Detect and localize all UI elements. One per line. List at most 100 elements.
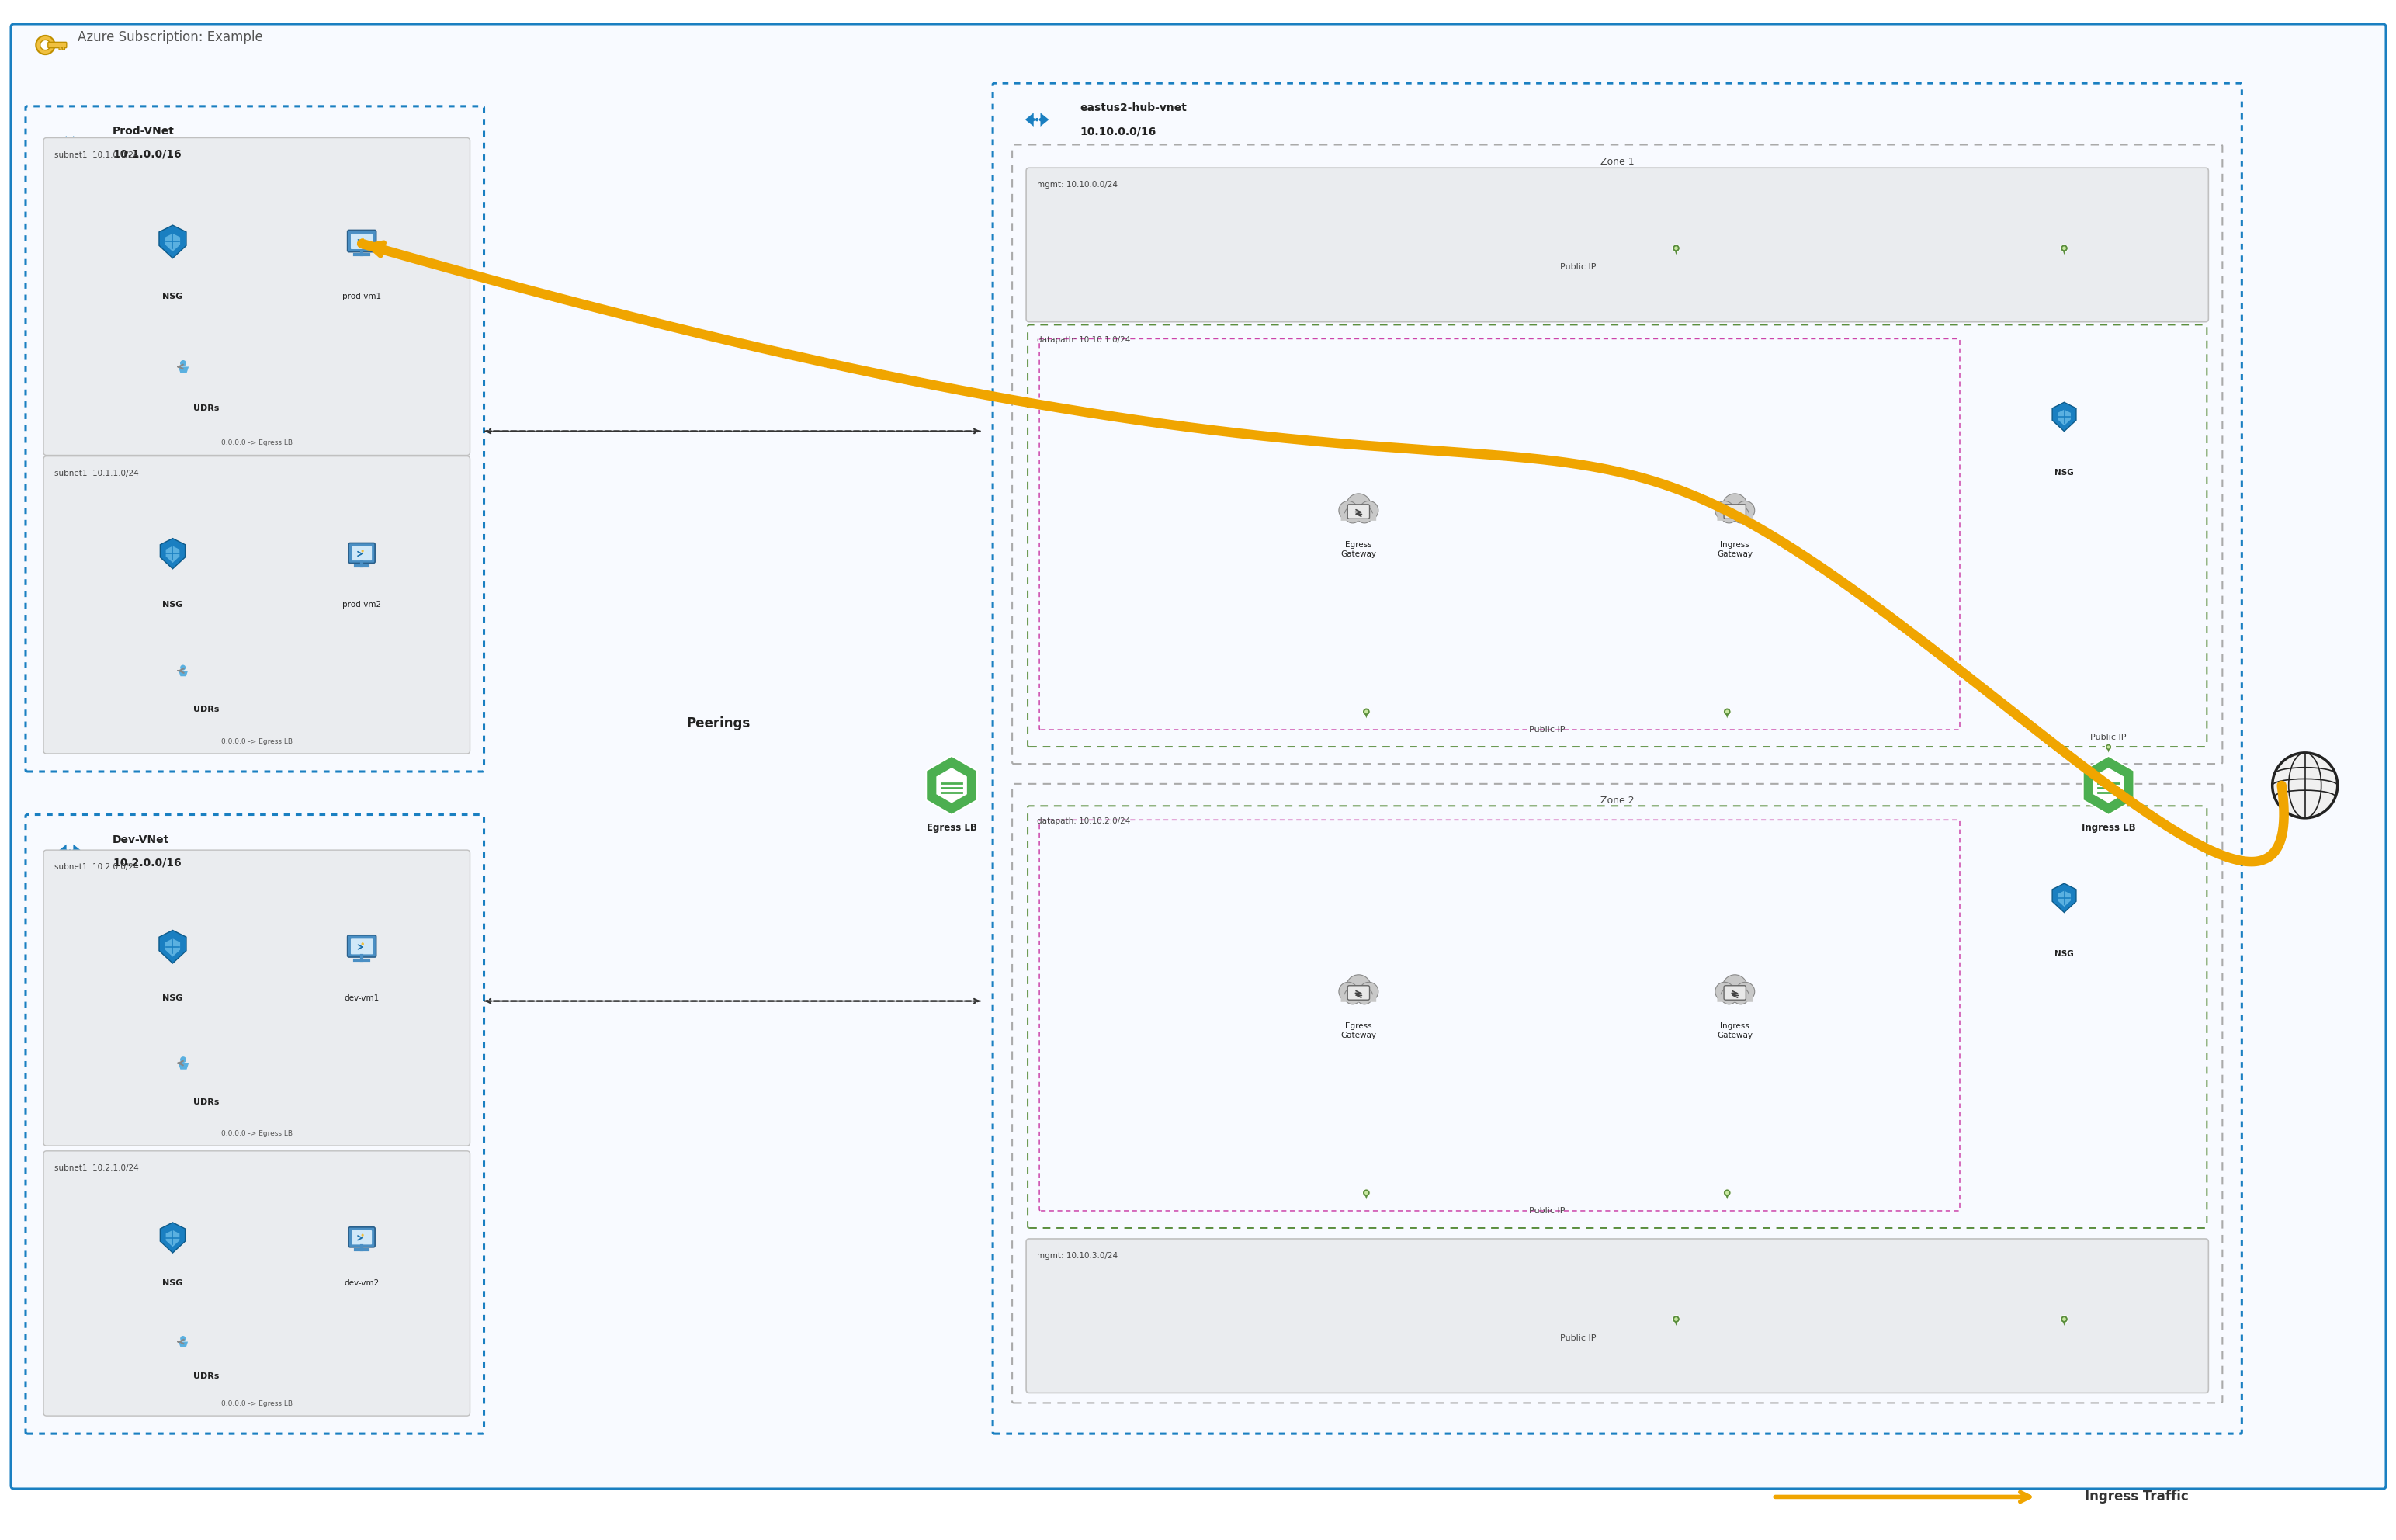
Text: subnet1  10.1.0.0/24: subnet1 10.1.0.0/24 xyxy=(55,151,139,159)
Circle shape xyxy=(1723,708,1730,716)
Circle shape xyxy=(1675,1317,1677,1321)
Circle shape xyxy=(1344,987,1361,1004)
Circle shape xyxy=(1675,246,1677,249)
Text: 10.1.0.0/16: 10.1.0.0/16 xyxy=(113,149,182,160)
Text: NSG: NSG xyxy=(163,993,182,1003)
Circle shape xyxy=(1359,501,1378,521)
Text: Zone 2: Zone 2 xyxy=(1601,796,1634,805)
Circle shape xyxy=(2061,245,2068,253)
Circle shape xyxy=(1720,987,1737,1004)
Text: prod-vm2: prod-vm2 xyxy=(343,601,381,608)
Circle shape xyxy=(2106,745,2111,748)
Text: UDRs: UDRs xyxy=(194,1372,220,1380)
Text: mgmt: 10.10.0.0/24: mgmt: 10.10.0.0/24 xyxy=(1037,182,1119,189)
Text: Azure Subscription: Example: Azure Subscription: Example xyxy=(77,31,264,45)
Text: Public IP: Public IP xyxy=(2089,733,2128,741)
Polygon shape xyxy=(180,1341,187,1348)
Polygon shape xyxy=(165,1230,180,1247)
Circle shape xyxy=(2061,1315,2068,1323)
Text: Ingress LB: Ingress LB xyxy=(2082,822,2135,833)
Circle shape xyxy=(1725,1190,1730,1195)
Text: dev-vm2: dev-vm2 xyxy=(345,1280,379,1287)
Circle shape xyxy=(362,942,364,946)
FancyBboxPatch shape xyxy=(350,939,374,955)
Circle shape xyxy=(1347,975,1371,999)
Text: Public IP: Public IP xyxy=(1560,263,1596,271)
Polygon shape xyxy=(2106,748,2111,753)
Text: NSG: NSG xyxy=(163,1280,182,1287)
Polygon shape xyxy=(2082,756,2135,815)
Text: Peerings: Peerings xyxy=(688,716,750,732)
Text: Egress LB: Egress LB xyxy=(927,822,978,833)
Text: Public IP: Public IP xyxy=(1529,1207,1565,1215)
Text: 10.10.0.0/16: 10.10.0.0/16 xyxy=(1081,126,1155,137)
Text: Public IP: Public IP xyxy=(1529,725,1565,733)
Circle shape xyxy=(1347,494,1371,519)
Circle shape xyxy=(65,850,67,853)
Polygon shape xyxy=(2058,410,2070,425)
Polygon shape xyxy=(180,671,187,676)
Polygon shape xyxy=(2058,890,2070,907)
Polygon shape xyxy=(1366,713,1368,718)
Text: 0.0.0.0 -> Egress LB: 0.0.0.0 -> Egress LB xyxy=(220,1400,292,1408)
Polygon shape xyxy=(165,234,180,251)
Text: NSG: NSG xyxy=(2056,470,2075,477)
Polygon shape xyxy=(177,367,189,373)
Text: Prod-VNet: Prod-VNet xyxy=(113,126,175,137)
Polygon shape xyxy=(1725,1195,1728,1200)
Circle shape xyxy=(180,665,184,670)
Text: NSG: NSG xyxy=(2056,950,2075,958)
Circle shape xyxy=(362,550,364,553)
Circle shape xyxy=(1732,507,1749,524)
FancyBboxPatch shape xyxy=(48,42,67,48)
Text: NSG: NSG xyxy=(163,293,182,300)
FancyBboxPatch shape xyxy=(1025,1238,2209,1392)
Circle shape xyxy=(1735,501,1754,521)
Text: Dev-VNet: Dev-VNet xyxy=(113,835,170,845)
Circle shape xyxy=(180,1056,187,1063)
Polygon shape xyxy=(161,539,184,568)
Circle shape xyxy=(1723,1189,1730,1197)
FancyBboxPatch shape xyxy=(1342,513,1375,521)
Circle shape xyxy=(1359,983,1378,1001)
Circle shape xyxy=(1356,987,1373,1004)
Circle shape xyxy=(1723,494,1747,519)
Text: 0.0.0.0 -> Egress LB: 0.0.0.0 -> Egress LB xyxy=(220,439,292,447)
Circle shape xyxy=(362,1234,364,1237)
Circle shape xyxy=(1356,507,1373,524)
Polygon shape xyxy=(161,1223,184,1254)
Circle shape xyxy=(41,40,50,51)
Text: subnet1  10.2.1.0/24: subnet1 10.2.1.0/24 xyxy=(55,1164,139,1172)
Polygon shape xyxy=(165,547,180,562)
Text: Zone 1: Zone 1 xyxy=(1601,157,1634,166)
FancyBboxPatch shape xyxy=(1723,986,1747,999)
Circle shape xyxy=(180,360,187,367)
Polygon shape xyxy=(2063,1321,2065,1326)
FancyBboxPatch shape xyxy=(347,544,376,564)
Circle shape xyxy=(1363,710,1368,713)
Text: Ingress
Gateway: Ingress Gateway xyxy=(1718,1023,1754,1040)
Circle shape xyxy=(65,142,67,145)
Circle shape xyxy=(1339,983,1359,1001)
Circle shape xyxy=(1723,975,1747,999)
Text: datapath: 10.10.2.0/24: datapath: 10.10.2.0/24 xyxy=(1037,818,1131,825)
FancyBboxPatch shape xyxy=(1342,995,1375,1003)
FancyBboxPatch shape xyxy=(12,25,2386,1489)
Circle shape xyxy=(180,1335,184,1341)
Polygon shape xyxy=(1366,1195,1368,1200)
Circle shape xyxy=(36,35,55,54)
Text: Ingress Traffic: Ingress Traffic xyxy=(2085,1489,2188,1505)
Text: 0.0.0.0 -> Egress LB: 0.0.0.0 -> Egress LB xyxy=(220,738,292,745)
Polygon shape xyxy=(2094,768,2123,802)
Circle shape xyxy=(1725,710,1730,713)
FancyBboxPatch shape xyxy=(352,1230,371,1244)
Text: mgmt: 10.10.3.0/24: mgmt: 10.10.3.0/24 xyxy=(1037,1252,1119,1260)
FancyBboxPatch shape xyxy=(43,1150,470,1415)
Circle shape xyxy=(72,850,74,853)
Circle shape xyxy=(2063,246,2065,249)
Circle shape xyxy=(1672,245,1680,253)
Polygon shape xyxy=(937,768,968,802)
Text: UDRs: UDRs xyxy=(194,705,220,713)
FancyBboxPatch shape xyxy=(347,229,376,253)
Polygon shape xyxy=(2053,884,2077,913)
